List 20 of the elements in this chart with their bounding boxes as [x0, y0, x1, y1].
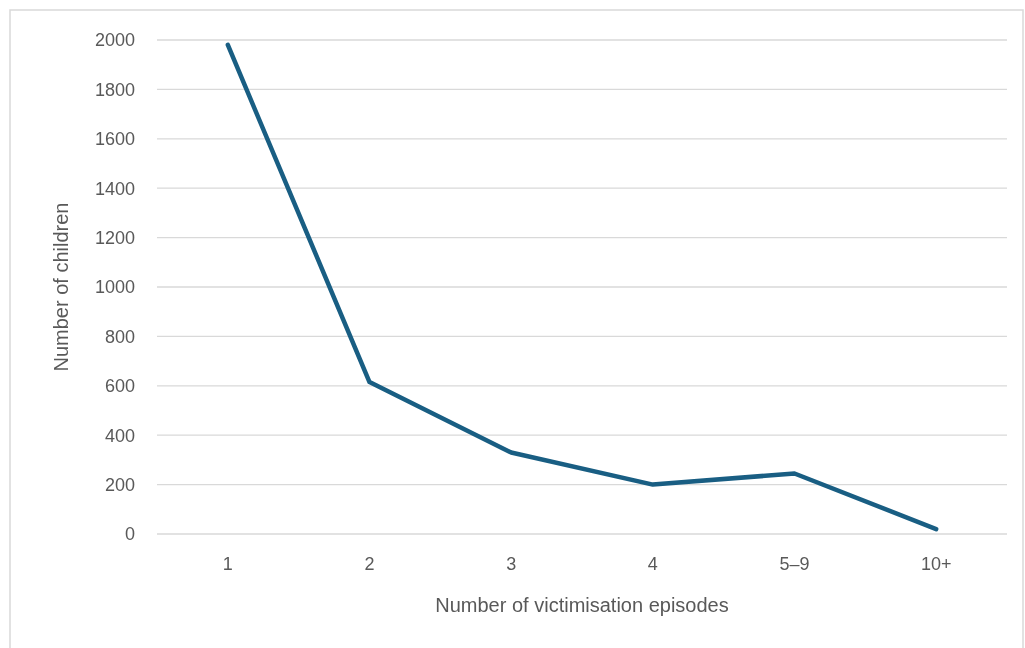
y-tick-label: 1400	[94, 178, 135, 199]
line-series	[225, 42, 939, 532]
y-tick-label: 600	[104, 376, 135, 397]
y-tick-label: 1200	[94, 227, 135, 248]
x-tick-label: 4	[647, 554, 658, 574]
y-tick-label: 1800	[94, 79, 135, 100]
y-axis-title: Number of children	[50, 202, 72, 372]
y-tick-label: 2000	[94, 30, 135, 51]
x-tick-label: 10+	[920, 554, 952, 574]
x-axis-title: Number of victimisation episodes	[435, 594, 729, 616]
x-tick-label: 3	[506, 554, 517, 574]
y-tick-label: 1000	[94, 277, 135, 298]
y-tick-label: 1600	[94, 129, 135, 150]
x-tick-label: 2	[364, 554, 375, 574]
y-tick-label: 200	[104, 474, 135, 495]
y-tick-label: 0	[124, 524, 135, 545]
y-tick-label: 800	[104, 326, 135, 347]
x-tick-label: 5–9	[779, 554, 810, 574]
x-tick-label: 1	[222, 554, 233, 574]
y-tick-label: 400	[104, 425, 135, 446]
